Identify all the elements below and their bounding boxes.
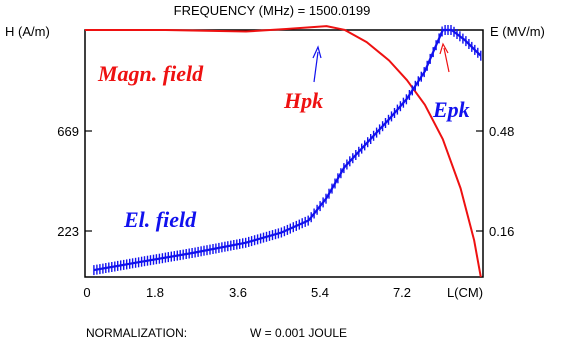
magn-field-annotation: Magn. field <box>97 61 204 86</box>
epk-arrow <box>443 47 450 73</box>
annotation-arrows <box>312 42 450 83</box>
left-axis-label: H (A/m) <box>5 24 50 39</box>
energy-value: W = 0.001 JOULE <box>250 326 347 340</box>
chart-title: FREQUENCY (MHz) = 1500.0199 <box>174 3 371 18</box>
right-axis-label: E (MV/m) <box>490 24 545 39</box>
epk-annotation: Epk <box>432 97 470 122</box>
y-left-tick-label: 223 <box>57 224 79 239</box>
x-tick-label: 3.6 <box>229 285 247 300</box>
series-line-magnetic-field <box>85 25 482 278</box>
series-layer <box>85 25 482 278</box>
x-tick-label: 5.4 <box>311 285 329 300</box>
x-tick-label: 7.2 <box>393 285 411 300</box>
electric-field-markers <box>93 25 482 276</box>
x-tick-label: 1.8 <box>146 285 164 300</box>
hpk-annotation: Hpk <box>283 88 323 113</box>
epk-arrowhead-icon <box>439 42 449 55</box>
hpk-arrowhead-icon <box>312 45 322 59</box>
x-axis-label: L(CM) <box>447 285 483 300</box>
tick-marks <box>85 130 483 232</box>
el-field-annotation: El. field <box>123 207 197 232</box>
x-tick-label: 0 <box>83 285 90 300</box>
hpk-arrow <box>313 51 319 83</box>
y-left-tick-label: 669 <box>57 124 79 139</box>
y-right-tick-label: 0.48 <box>489 124 514 139</box>
y-right-tick-label: 0.16 <box>489 224 514 239</box>
normalization-label: NORMALIZATION: <box>86 326 187 340</box>
